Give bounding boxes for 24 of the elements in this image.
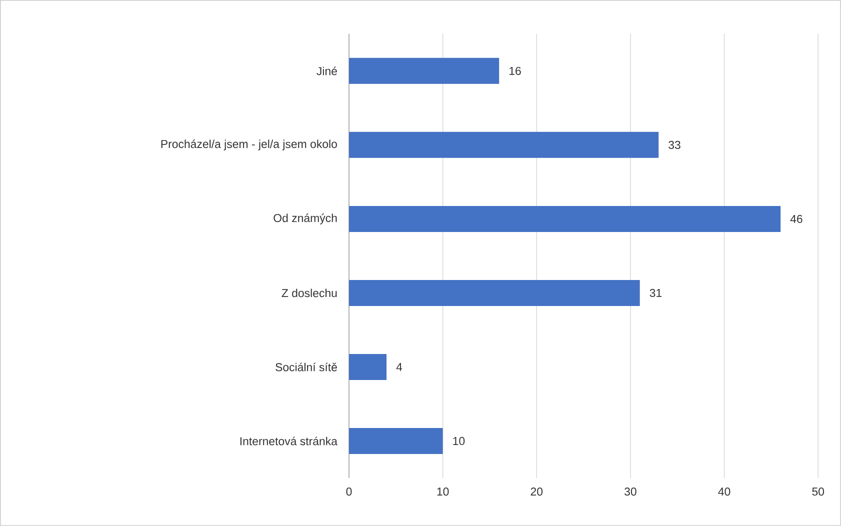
y-tick-label: Procházel/a jsem - jel/a jsem okolo [161,140,337,150]
bar [348,206,781,232]
data-label: 33 [668,140,680,150]
x-tick-label: 30 [624,488,636,496]
bar [348,280,640,306]
data-label: 10 [453,436,465,446]
y-tick-label: Jiné [316,66,337,76]
bar [348,132,659,158]
x-tick-label: 0 [346,488,352,496]
data-label: 16 [510,66,521,76]
bar [348,428,443,454]
x-tick-label: 40 [718,488,730,496]
y-tick-label: Od známých [274,214,337,224]
x-tick-label: 50 [812,488,824,496]
data-label: 31 [650,288,662,298]
data-label: 4 [396,363,402,371]
x-tick-label: 20 [530,488,543,496]
y-tick-label: Internetová stránka [240,436,338,446]
x-tick-label: 10 [437,488,449,496]
y-tick-label: Sociální sítě [276,362,337,372]
bar [348,354,387,380]
y-tick-label: Z doslechu [282,288,337,298]
bar [348,58,500,84]
data-label: 46 [790,214,802,224]
